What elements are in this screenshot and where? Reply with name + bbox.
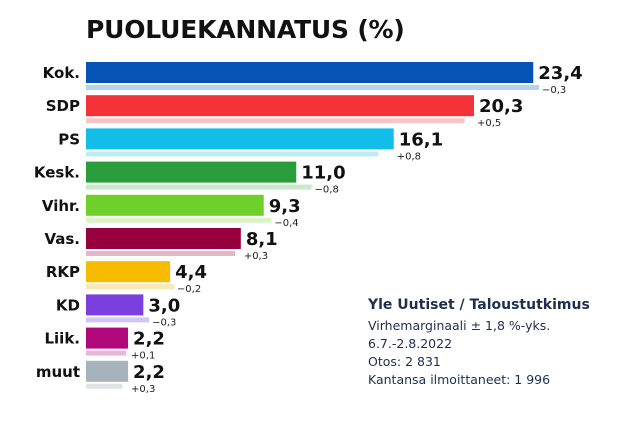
change-label-vas: +0,3 (244, 251, 268, 262)
value-label-muut: 2,2 (133, 362, 165, 383)
previous-bar-ps (86, 151, 379, 157)
category-label-vihr: Vihr. (42, 197, 80, 215)
value-label-sdp: 20,3 (479, 96, 523, 117)
previous-bar-vas (86, 251, 236, 256)
value-label-vihr: 9,3 (269, 196, 301, 217)
previous-bar-kok (86, 85, 539, 90)
bar-muut (86, 360, 129, 382)
change-label-kd: −0,3 (152, 317, 176, 328)
change-label-kesk: −0,8 (315, 185, 339, 196)
bar-kd (86, 294, 144, 316)
previous-bar-kd (86, 317, 150, 323)
category-label-liik: Liik. (44, 330, 80, 348)
change-label-kok: −0,3 (542, 85, 566, 96)
bar-sdp (86, 95, 475, 117)
value-label-kd: 3,0 (148, 295, 180, 316)
value-label-rkp: 4,4 (175, 262, 207, 283)
bar-ps (86, 128, 394, 150)
category-label-kesk: Kesk. (34, 164, 80, 182)
sample-size: Otos: 2 831 (368, 354, 441, 369)
change-label-ps: +0,8 (397, 151, 421, 162)
value-label-kok: 23,4 (538, 63, 582, 84)
stated-support-count: Kantansa ilmoittaneet: 1 996 (368, 372, 551, 387)
margin-of-error: Virhemarginaali ± 1,8 %-yks. (368, 318, 551, 333)
source-info: Yle Uutiset / Taloustutkimus Virhemargin… (368, 297, 590, 389)
bar-kesk (86, 161, 297, 183)
bar-vihr (86, 194, 264, 216)
previous-bar-rkp (86, 284, 174, 290)
value-label-vas: 8,1 (246, 229, 278, 250)
category-label-muut: muut (36, 363, 80, 381)
source-title: Yle Uutiset / Taloustutkimus (368, 297, 590, 313)
bar-vas (86, 228, 241, 249)
value-label-liik: 2,2 (133, 329, 165, 350)
value-label-ps: 16,1 (399, 129, 443, 150)
category-label-rkp: RKP (46, 263, 80, 281)
previous-bar-kesk (86, 184, 312, 190)
chart-title: PUOLUEKANNATUS (%) (86, 15, 405, 44)
category-label-kd: KD (56, 296, 80, 314)
previous-bar-muut (86, 383, 123, 389)
bar-kok (86, 62, 534, 83)
category-label-sdp: SDP (46, 97, 80, 115)
previous-bar-vihr (86, 217, 272, 223)
category-label-ps: PS (58, 130, 80, 148)
change-label-sdp: +0,5 (477, 118, 501, 129)
change-label-liik: +0,1 (131, 351, 155, 362)
change-label-rkp: −0,2 (177, 284, 201, 295)
bar-rkp (86, 261, 171, 283)
change-label-vihr: −0,4 (274, 218, 298, 229)
bar-liik (86, 327, 129, 349)
previous-bar-liik (86, 350, 127, 356)
category-label-kok: Kok. (43, 64, 80, 82)
survey-period: 6.7.-2.8.2022 (368, 336, 453, 351)
value-label-kesk: 11,0 (301, 163, 345, 184)
change-label-muut: +0,3 (131, 384, 155, 395)
previous-bar-sdp (86, 118, 465, 124)
category-label-vas: Vas. (44, 230, 80, 248)
